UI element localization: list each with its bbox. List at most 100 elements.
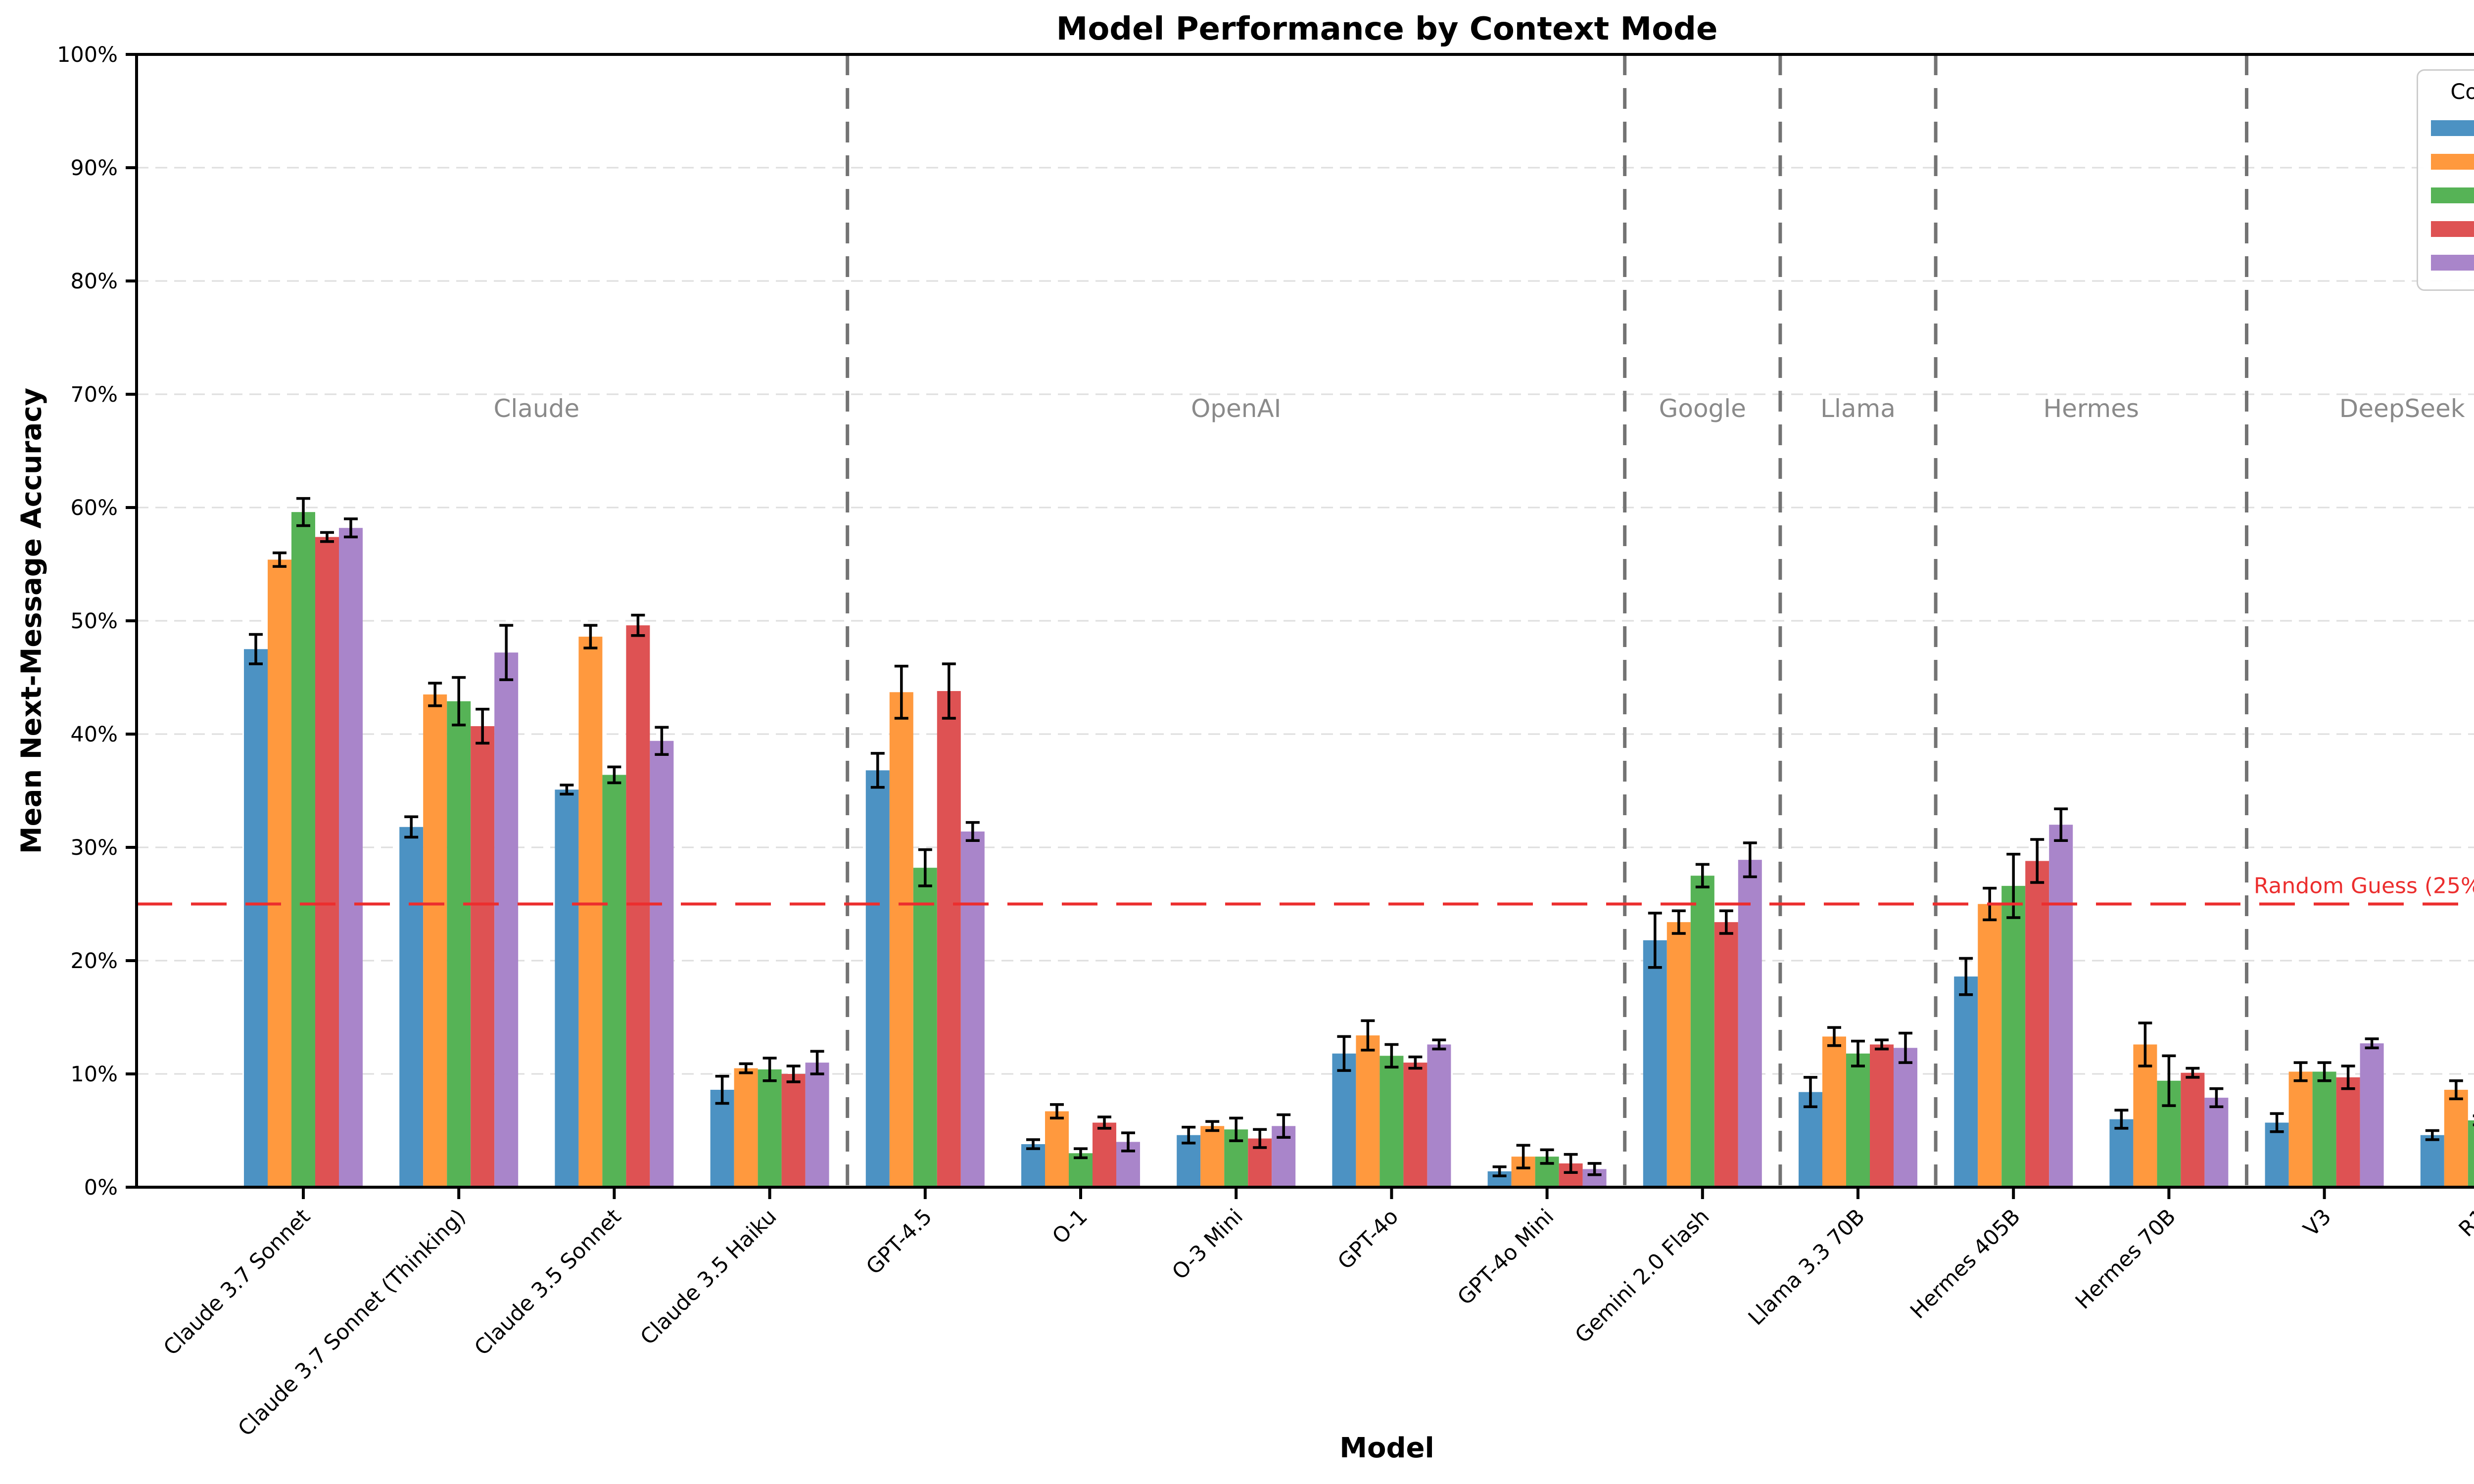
x-tick-label-claude-3-5-haiku: Claude 3.5 Haiku	[636, 1204, 782, 1350]
x-tick-label-o-1: O-1	[1047, 1204, 1092, 1249]
error-bar	[1899, 1031, 1912, 1064]
error-bar	[2270, 1112, 2284, 1133]
error-bar	[2006, 852, 2021, 919]
legend-title: Context Mode	[2450, 80, 2474, 104]
error-bar	[655, 726, 669, 756]
bar-claude-3-5-sonnet-50-raw	[578, 637, 603, 1187]
error-bar	[560, 784, 574, 796]
bar-claude-3-5-haiku-100-raw	[781, 1074, 806, 1187]
y-tick-label: 60%	[70, 496, 118, 520]
x-tick-label-r1: R1	[2454, 1204, 2474, 1242]
bar-v3-50-raw	[2288, 1071, 2313, 1187]
error-bar	[942, 662, 956, 720]
x-tick-label-gpt-4-5: GPT-4.5	[861, 1204, 937, 1279]
bar-claude-3-7-sonnet-no-context	[244, 649, 268, 1187]
bar-hermes-70b-50-raw	[2133, 1044, 2157, 1187]
x-tick-label-gemini-2-0-flash: Gemini 2.0 Flash	[1570, 1204, 1714, 1348]
error-bar	[1182, 1125, 1196, 1145]
bar-claude-3-7-sonnet-50-raw	[268, 559, 291, 1187]
bar-gpt-4o-no-context	[1332, 1053, 1356, 1187]
error-bar	[2425, 1129, 2439, 1141]
bar-r1-no-context	[2420, 1135, 2444, 1187]
error-bar	[1540, 1148, 1554, 1165]
error-bar	[1587, 1162, 1602, 1176]
error-bar	[583, 624, 598, 649]
error-bar	[296, 497, 310, 527]
x-tick-label-hermes-405b: Hermes 405B	[1905, 1204, 2025, 1324]
legend-items: No Context50 Raw50 Summary100 Raw100 Sum…	[2431, 111, 2474, 279]
bar-claude-3-7-sonnet-100-raw	[315, 537, 339, 1187]
error-bar	[2054, 807, 2068, 842]
bar-gpt-4-5-50-raw	[889, 692, 913, 1187]
y-tick-label: 30%	[70, 835, 118, 860]
bar-llama-3-3-70b-100-raw	[1870, 1044, 1894, 1187]
chart-title: Model Performance by Context Mode	[1056, 11, 1718, 47]
error-bar	[1743, 841, 1757, 879]
error-bar	[476, 707, 490, 745]
bar-hermes-405b-100-raw	[2025, 861, 2049, 1187]
group-label-google: Google	[1659, 394, 1746, 423]
bar-gpt-4o-100-summary	[1427, 1044, 1451, 1187]
error-bar	[1253, 1128, 1267, 1149]
bar-claude-3-5-sonnet-no-context	[555, 789, 579, 1187]
error-bar	[1516, 1144, 1530, 1169]
bar-claude-3-5-sonnet-100-summary	[650, 741, 674, 1187]
bar-claude-3-7-sonnet-thinking-100-summary	[494, 652, 519, 1187]
bar-hermes-70b-100-summary	[2204, 1098, 2229, 1187]
bar-claude-3-7-sonnet-100-summary	[339, 528, 363, 1187]
error-bar	[739, 1062, 753, 1074]
y-tick-label: 100%	[57, 43, 118, 67]
error-bar	[1564, 1153, 1578, 1174]
bar-hermes-70b-100-raw	[2181, 1072, 2205, 1187]
error-bar	[452, 676, 466, 727]
error-bar	[2317, 1061, 2331, 1082]
error-bar	[1229, 1116, 1243, 1142]
group-label-deepseek: DeepSeek	[2339, 394, 2465, 423]
error-bar	[1432, 1038, 1446, 1051]
error-bar	[786, 1065, 801, 1083]
bar-claude-3-5-haiku-50-summary	[758, 1069, 782, 1187]
bar-llama-3-3-70b-50-raw	[1822, 1036, 1846, 1187]
error-bar	[1384, 1043, 1399, 1069]
bar-claude-3-5-sonnet-50-summary	[602, 775, 626, 1187]
error-bar	[965, 821, 980, 842]
bar-gemini-2-0-flash-100-raw	[1714, 922, 1738, 1187]
error-bar	[1959, 957, 1973, 996]
error-bar	[1121, 1131, 1135, 1153]
error-bar	[428, 682, 442, 707]
error-bar	[762, 1057, 777, 1082]
bar-v3-no-context	[2265, 1122, 2289, 1187]
x-tick-label-gpt-4o: GPT-4o	[1333, 1204, 1403, 1274]
bar-llama-3-3-70b-50-summary	[1846, 1053, 1870, 1187]
bar-claude-3-7-sonnet-50-summary	[291, 512, 315, 1187]
legend-item-100-raw: 100 Raw	[2431, 212, 2474, 246]
error-bar	[1337, 1035, 1351, 1072]
error-bar	[499, 624, 514, 681]
error-bar	[1804, 1076, 1817, 1109]
bar-claude-3-7-sonnet-thinking-100-raw	[471, 726, 495, 1187]
legend-swatch-100-raw	[2431, 221, 2474, 237]
error-bar	[249, 633, 263, 665]
bar-llama-3-3-70b-100-summary	[1894, 1048, 1917, 1187]
error-bar	[320, 531, 334, 543]
error-bar	[2162, 1054, 2176, 1107]
bar-claude-3-7-sonnet-thinking-50-raw	[423, 694, 447, 1187]
error-bar	[1050, 1103, 1064, 1120]
x-axis-title: Model	[1339, 1432, 1434, 1464]
error-bar	[715, 1074, 729, 1105]
error-bar	[810, 1050, 824, 1075]
error-bar	[1205, 1120, 1220, 1132]
legend-item-100-summary: 100 Summary	[2431, 246, 2474, 279]
x-tick-label-gpt-4o-mini: GPT-4o Mini	[1453, 1204, 1559, 1310]
legend-swatch-50-raw	[2431, 154, 2474, 170]
y-tick-label: 10%	[70, 1062, 118, 1087]
error-bar	[631, 613, 645, 637]
x-tick-label-claude-3-5-sonnet: Claude 3.5 Sonnet	[470, 1204, 626, 1360]
error-bar	[1719, 909, 1733, 935]
bar-claude-3-7-sonnet-thinking-50-summary	[447, 701, 471, 1187]
error-bar	[404, 815, 419, 839]
y-tick-label: 70%	[70, 382, 118, 407]
bar-o-1-100-raw	[1093, 1122, 1116, 1187]
